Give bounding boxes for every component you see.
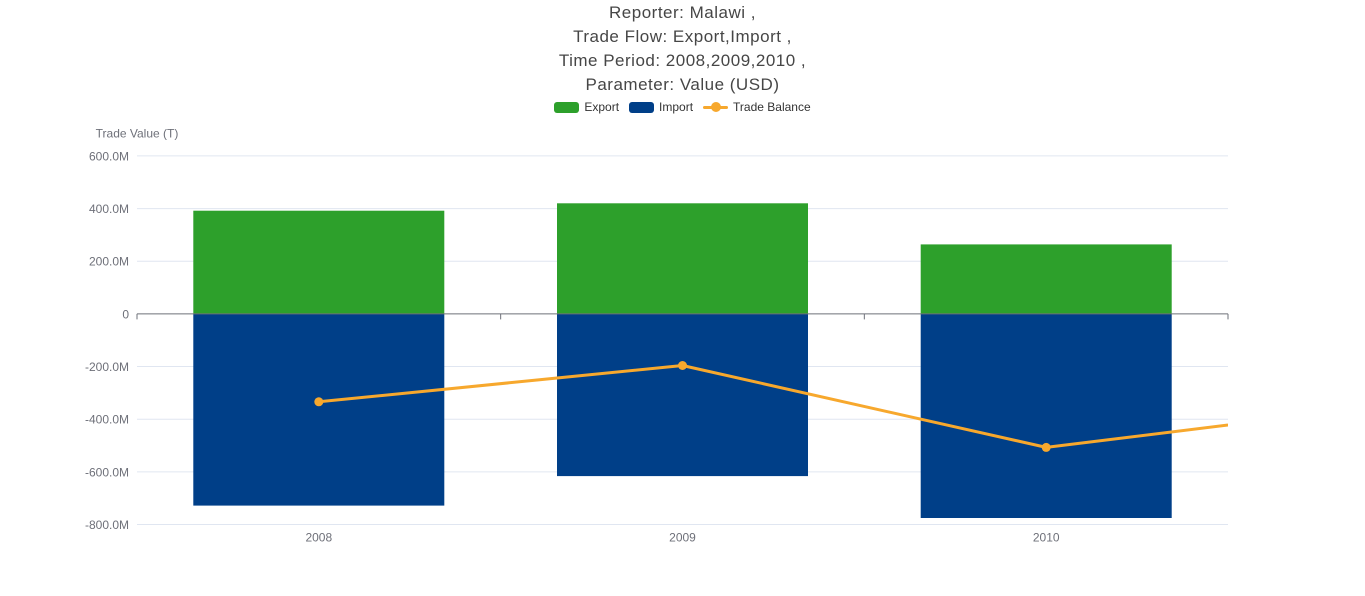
y-tick-label-200.0M: 200.0M <box>89 255 129 269</box>
x-tick-label-2010: 2010 <box>1033 531 1060 545</box>
x-tick-label-2009: 2009 <box>669 531 696 545</box>
chart-title-line-parameter: Parameter: Value (USD) <box>585 75 780 94</box>
chart-title: Reporter: Malawi , Trade Flow: Export,Im… <box>0 1 1365 97</box>
x-tick-label-2008: 2008 <box>305 531 332 545</box>
legend-item-import[interactable]: Import <box>629 100 693 114</box>
trade-balance-point-2009[interactable] <box>678 361 687 370</box>
legend-item-export[interactable]: Export <box>554 100 619 114</box>
import-bar-swatch-icon <box>629 101 655 113</box>
y-tick-label--200.0M: -200.0M <box>85 360 129 374</box>
chart-title-line-time-period: Time Period: 2008,2009,2010 , <box>558 51 807 70</box>
export-bar-2008[interactable] <box>193 210 445 314</box>
legend-item-trade-balance[interactable]: Trade Balance <box>703 100 811 114</box>
export-bar-2010[interactable] <box>920 244 1172 314</box>
trade-balance-line <box>317 364 1228 449</box>
import-bar-2008[interactable] <box>193 313 445 506</box>
trade-balance-line-marker-icon <box>703 100 729 114</box>
export-bar-swatch-icon <box>554 101 580 113</box>
chart-legend: Export Import Trade Balance <box>0 100 1365 114</box>
y-tick-label-400.0M: 400.0M <box>89 202 129 216</box>
import-bar-2010[interactable] <box>920 313 1172 518</box>
import-bar-2009[interactable] <box>557 313 808 477</box>
trade-balance-point-2010[interactable] <box>1041 442 1051 452</box>
chart-title-line-reporter: Reporter: Malawi , <box>609 3 756 22</box>
y-tick-label--800.0M: -800.0M <box>85 518 129 532</box>
trade-balance-legend-dot <box>710 102 721 112</box>
trade-balance-point-2008[interactable] <box>314 397 324 407</box>
export-bar-2009[interactable] <box>557 203 808 314</box>
chart-title-line-trade-flow: Trade Flow: Export,Import , <box>573 27 792 46</box>
legend-label-export: Export <box>584 100 620 114</box>
legend-label-import: Import <box>659 100 694 114</box>
y-tick-label--600.0M: -600.0M <box>85 465 129 479</box>
y-tick-label-600.0M: 600.0M <box>89 149 129 163</box>
legend-label-trade-balance: Trade Balance <box>733 100 811 114</box>
y-tick-label--400.0M: -400.0M <box>85 413 129 427</box>
y-axis-name: Trade Value (T) <box>96 127 179 141</box>
y-tick-label-0: 0 <box>122 307 129 321</box>
